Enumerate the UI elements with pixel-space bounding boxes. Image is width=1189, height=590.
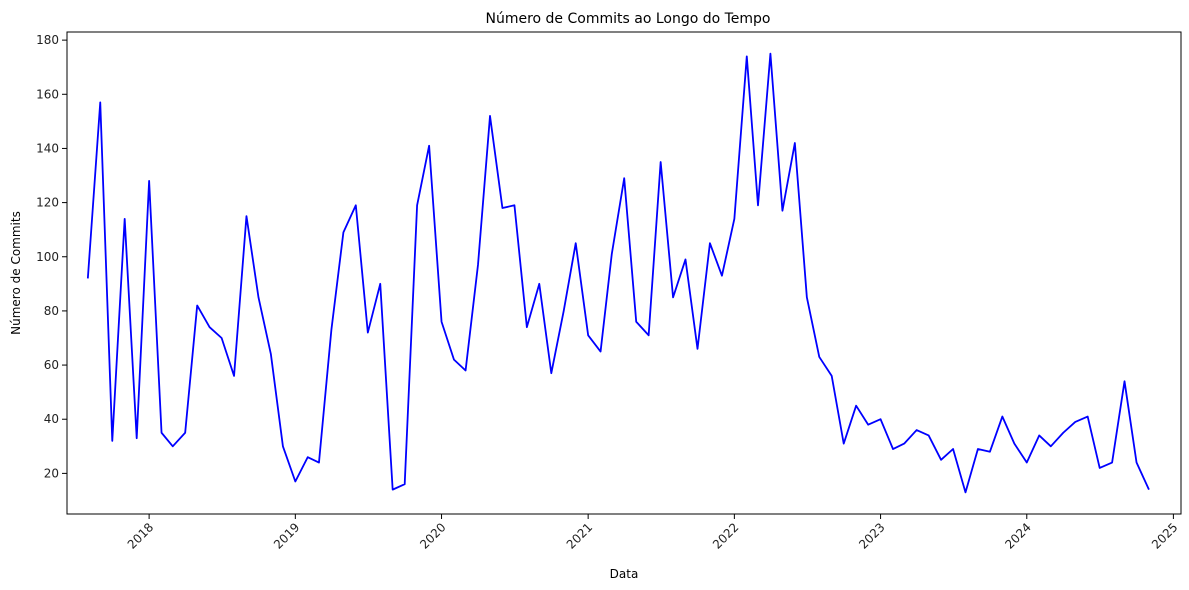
y-tick-label: 160: [36, 87, 59, 101]
x-tick-label: 2024: [1002, 520, 1033, 551]
x-axis: 2018 2019 2020 2021 2022 2023 2024 2025: [125, 514, 1181, 552]
x-tick-label: 2018: [125, 520, 156, 551]
y-tick-label: 80: [44, 304, 59, 318]
y-tick-label: 40: [44, 412, 59, 426]
plot-frame: [66, 31, 1182, 515]
chart-title: Número de Commits ao Longo do Tempo: [485, 11, 770, 27]
y-tick-label: 20: [44, 466, 59, 480]
x-tick-label: 2019: [271, 520, 302, 551]
x-tick-label: 2022: [710, 520, 741, 551]
x-tick-label: 2023: [856, 520, 887, 551]
y-tick-label: 60: [44, 358, 59, 372]
y-axis-label: Número de Commits: [9, 211, 23, 335]
x-axis-label: Data: [610, 567, 639, 581]
y-tick-label: 140: [36, 141, 59, 155]
x-tick-label: 2025: [1149, 520, 1180, 551]
y-axis: 20 40 60 80 100 120 140 160 180: [36, 33, 67, 480]
plot-area-border: [66, 31, 1182, 515]
y-tick-label: 180: [36, 33, 59, 47]
series-line-commits: [86, 52, 1150, 494]
y-tick-label: 100: [36, 250, 59, 264]
x-tick-label: 2021: [564, 520, 595, 551]
x-tick-label: 2020: [417, 520, 448, 551]
y-tick-label: 120: [36, 196, 59, 210]
